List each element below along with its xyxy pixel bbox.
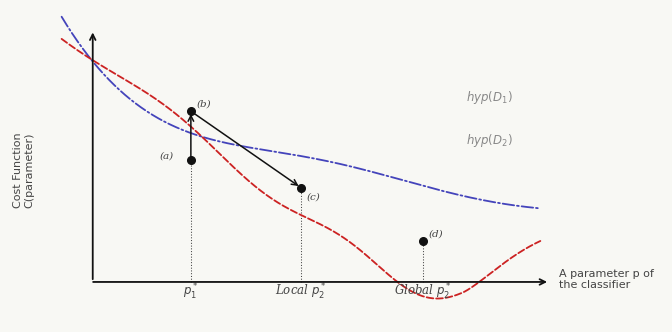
Text: Cost Function
C(parameter): Cost Function C(parameter) [13, 132, 34, 208]
Text: Local $p^*_2$: Local $p^*_2$ [275, 282, 327, 302]
Text: $p^*_1$: $p^*_1$ [183, 282, 199, 302]
Text: (a): (a) [160, 151, 174, 160]
Text: A parameter p of
the classifier: A parameter p of the classifier [560, 269, 655, 290]
Text: $hyp(D_1)$: $hyp(D_1)$ [466, 89, 513, 106]
Text: $hyp(D_2)$: $hyp(D_2)$ [466, 132, 513, 149]
Text: (c): (c) [306, 192, 321, 201]
Text: (b): (b) [197, 100, 211, 109]
Text: (d): (d) [429, 230, 444, 239]
Text: Global $p^*_2$: Global $p^*_2$ [394, 282, 452, 302]
